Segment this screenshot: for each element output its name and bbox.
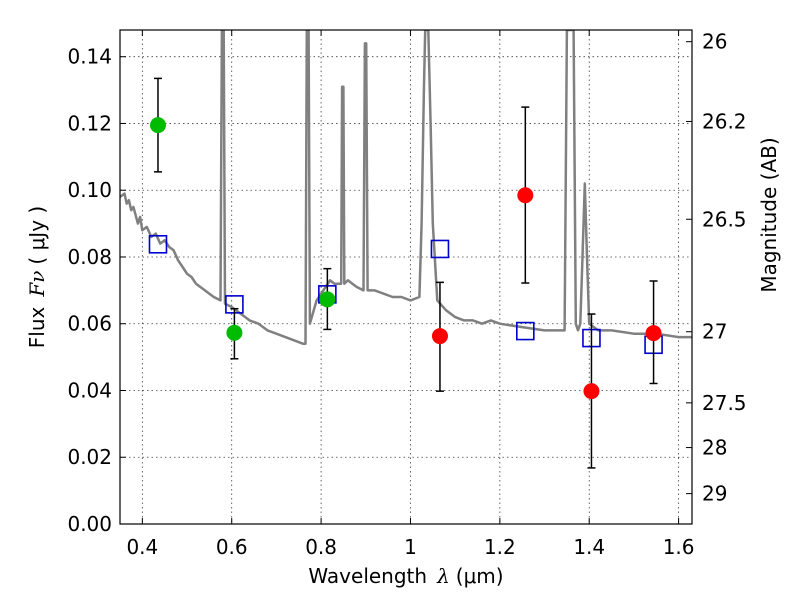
model-square-marker: [148, 234, 168, 254]
plot-frame: [119, 29, 693, 525]
x-tick-label: 0.8: [305, 535, 337, 559]
y2-tick-label: 27.5: [702, 391, 747, 415]
y-tick-label: 0.08: [67, 245, 112, 269]
observed-red-marker: [645, 325, 662, 342]
x-axis: 0.4 0.6 0.8 1 1.2 1.4 1.6: [126, 30, 695, 559]
y2-tick-label: 26.2: [702, 109, 747, 133]
x-tick-label: 0.6: [216, 535, 248, 559]
y-tick-label: 0.04: [67, 378, 112, 402]
y2-tick-label: 29: [702, 482, 727, 506]
y-tick-label: 0.06: [67, 312, 112, 336]
y2-tick-label: 26.5: [702, 207, 747, 231]
observed-green-marker: [226, 324, 243, 341]
model-spectrum-line: [120, 30, 692, 346]
x-tick-label: 1.4: [573, 535, 605, 559]
points-layer: [148, 77, 663, 469]
x-axis-title: Wavelength λ (μm): [308, 564, 503, 588]
y2-axis-title: Magnitude (AB): [757, 137, 781, 292]
x-tick-label: 1.6: [663, 535, 695, 559]
y-axis: 0.00 0.02 0.04 0.06 0.08 0.10 0.12 0.14: [67, 45, 126, 536]
y-axis-title: FluxFν( μJy ): [25, 206, 49, 348]
x-tick-label: 0.4: [126, 535, 158, 559]
y-tick-label: 0.00: [67, 512, 112, 536]
observed-red-marker: [517, 187, 534, 204]
y-tick-label: 0.14: [67, 45, 112, 69]
x-tick-label: 1: [404, 535, 417, 559]
y-tick-label: 0.02: [67, 445, 112, 469]
observed-red-marker: [583, 383, 600, 400]
y-tick-label: 0.12: [67, 111, 112, 135]
x-tick-label: 1.2: [484, 535, 516, 559]
y2-axis: 26 26.2 26.5 27 27.5 28 29: [686, 30, 747, 506]
observed-green-marker: [149, 117, 166, 134]
observed-red-marker: [431, 328, 448, 345]
model-square-marker: [516, 321, 535, 341]
model-square-marker: [430, 239, 450, 259]
y2-tick-label: 28: [702, 436, 727, 460]
y2-tick-label: 27: [702, 320, 727, 344]
y-tick-label: 0.10: [67, 178, 112, 202]
grid: [120, 30, 692, 525]
spectrum-layer: [120, 30, 692, 346]
y2-tick-label: 26: [702, 30, 727, 54]
observed-green-marker: [319, 291, 336, 308]
